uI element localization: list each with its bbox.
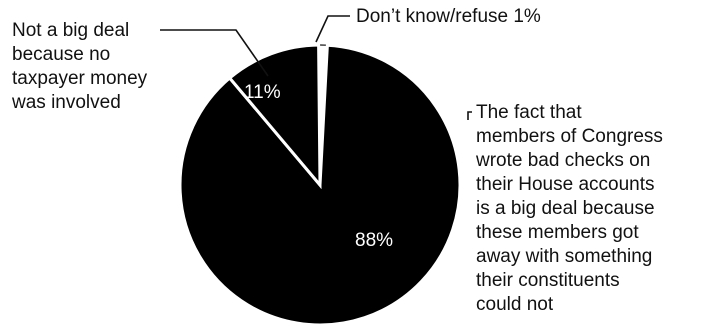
slice-value-label-88: 88% bbox=[355, 230, 393, 251]
leader-line-big-deal bbox=[467, 111, 472, 120]
label-line: members of Congress bbox=[476, 126, 663, 147]
label-line: these members got bbox=[476, 222, 639, 243]
label-line: The fact that bbox=[476, 102, 582, 123]
label-line: wrote bad checks on bbox=[475, 150, 650, 171]
label-line: their constituents bbox=[476, 270, 620, 291]
label-line: Not a big deal bbox=[12, 20, 129, 41]
label-line: their House accounts bbox=[476, 174, 655, 195]
label-line: away with something bbox=[476, 246, 652, 267]
slice-label-big-deal: The fact that members of Congress wrote … bbox=[475, 102, 668, 315]
label-line: is a big deal because bbox=[476, 198, 655, 219]
pie-slices bbox=[178, 43, 462, 327]
label-line: could not bbox=[476, 294, 554, 315]
slice-value-label-11: 11% bbox=[244, 82, 281, 103]
label-line: taxpayer money bbox=[12, 68, 148, 89]
label-line: was involved bbox=[11, 92, 121, 113]
leader-line-dont-know bbox=[315, 15, 350, 43]
leader-line-not-big-deal bbox=[160, 29, 269, 77]
slice-label-dont-know: Don’t know/refuse 1% bbox=[356, 6, 541, 27]
label-line: because no bbox=[12, 44, 110, 65]
pie-slice-11 bbox=[227, 43, 322, 190]
label-line: Don’t know/refuse 1% bbox=[356, 6, 541, 27]
slice-label-not-big-deal: Not a big deal because no taxpayer money… bbox=[11, 20, 152, 113]
